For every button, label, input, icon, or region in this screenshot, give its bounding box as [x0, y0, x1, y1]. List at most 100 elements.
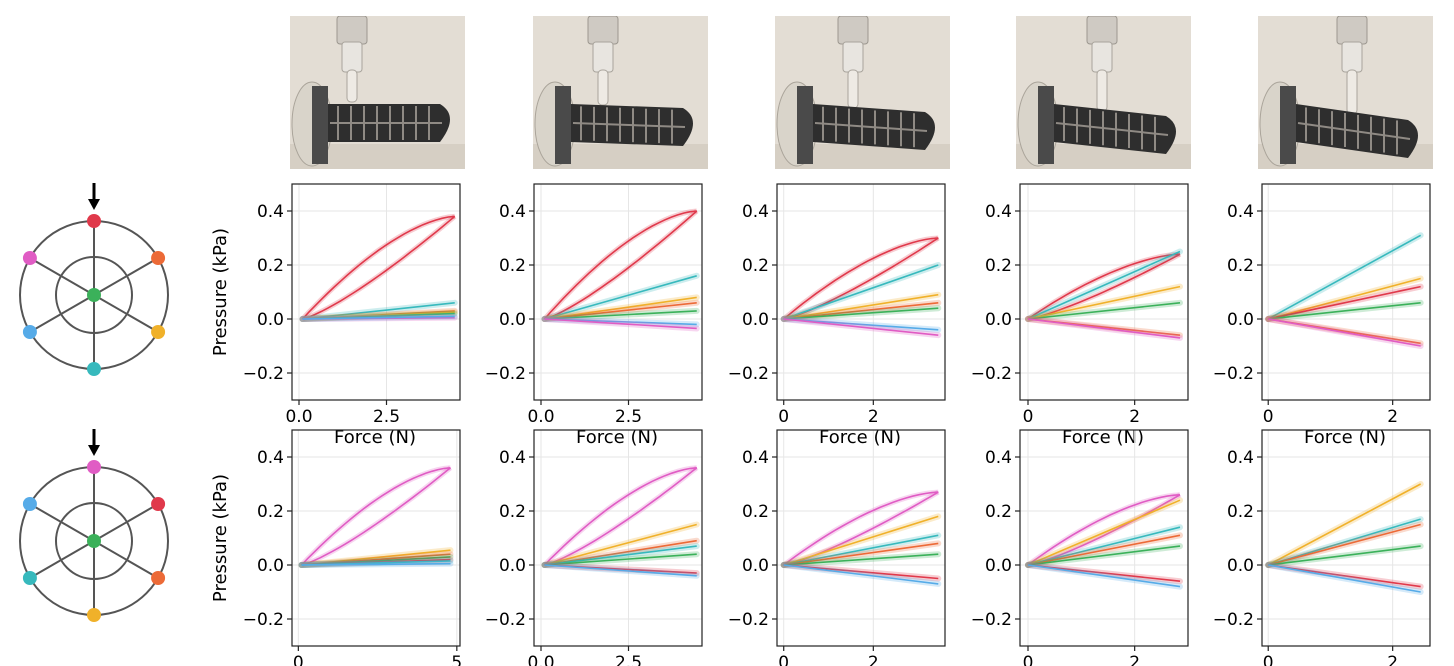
series-line — [1027, 318, 1181, 339]
x-axis-label: Force (N) — [819, 427, 901, 448]
lattice-finger — [571, 104, 693, 146]
y-axis-label: Pressure (kPa) — [210, 228, 231, 356]
x-tick-label: 0.0 — [527, 653, 554, 666]
y-tick-label: −0.2 — [485, 610, 526, 630]
x-tick-label: 0 — [1023, 653, 1034, 666]
series-line — [1268, 564, 1421, 588]
y-tick-label: −0.2 — [728, 364, 769, 384]
series-yellow — [1025, 497, 1183, 568]
series-line — [544, 310, 697, 320]
y-tick-label: 0.4 — [1227, 202, 1254, 222]
series-blue — [298, 560, 454, 568]
series-line — [783, 515, 939, 566]
series-teal — [541, 543, 700, 568]
y-tick-label: 0.0 — [985, 310, 1012, 330]
y-tick-label: 0.2 — [1227, 502, 1254, 522]
series-line — [544, 275, 697, 320]
plot-frame — [1261, 429, 1431, 647]
chart-r1-c5: 0 2 −0.2 0.0 0.2 0.4 Force (N) — [1213, 183, 1431, 448]
sensor-dot-pink — [22, 251, 37, 265]
series-line — [300, 467, 451, 566]
x-tick-label: 2 — [868, 653, 879, 666]
y-tick-label: −0.2 — [728, 610, 769, 630]
finger-mount — [312, 86, 328, 164]
series-line — [544, 564, 697, 577]
finger-spine — [814, 122, 928, 132]
series-line — [1268, 318, 1421, 347]
lattice-finger — [813, 104, 935, 150]
series-pink — [542, 465, 699, 568]
sensor-dot-orange — [151, 251, 166, 265]
series-line — [544, 467, 698, 566]
spoke — [29, 257, 95, 296]
x-tick-label: 0 — [778, 407, 789, 427]
chart-r2-c1: 0 5 −0.2 0.0 0.2 0.4 Force (N) Pressure (kPa) — [210, 429, 462, 666]
series-line — [783, 293, 939, 320]
robot-press-photo-icon — [1258, 16, 1433, 169]
series-orange — [780, 299, 942, 322]
y-tick-label: 0.4 — [985, 202, 1012, 222]
plot-frame — [533, 429, 703, 647]
series-yellow — [1265, 481, 1424, 568]
robot-press-photo-5 — [1258, 16, 1433, 169]
plot-frame — [1019, 183, 1189, 401]
chart-r1-c3: 0 2 −0.2 0.0 0.2 0.4 Force (N) — [728, 183, 946, 448]
series-line — [783, 264, 939, 320]
series-line — [1268, 277, 1421, 320]
finger-mount — [555, 86, 571, 164]
sensor-dot-teal — [22, 571, 37, 585]
sensor-dot-orange — [151, 571, 166, 585]
chart-r2-c3: 0 2 −0.2 0.0 0.2 0.4 Force (N) — [728, 429, 946, 666]
series-line — [1027, 285, 1181, 320]
spoke — [93, 257, 159, 296]
series-line — [1027, 564, 1181, 588]
sensor-dot-red — [151, 497, 166, 511]
series-green — [1265, 543, 1424, 568]
y-tick-label: 0.4 — [499, 448, 526, 468]
sensor-dot-teal — [87, 362, 101, 376]
series-green — [780, 305, 942, 322]
y-tick-label: 0.0 — [1227, 310, 1254, 330]
series-blue — [780, 316, 942, 333]
series-line — [783, 564, 939, 585]
sensor-dot-yellow — [87, 608, 101, 622]
x-tick-label: 2.5 — [615, 407, 642, 427]
finger-spine — [572, 122, 686, 128]
x-tick-label: 0.0 — [527, 407, 554, 427]
series-line — [1267, 518, 1421, 566]
series-pink — [1025, 316, 1183, 341]
series-line — [1027, 499, 1181, 566]
chart-r2-c2: 0.0 2.5 −0.2 0.0 0.2 0.4 Force (N) — [485, 429, 703, 666]
series-green — [1025, 543, 1183, 568]
chart-r2-c4: 0 2 −0.2 0.0 0.2 0.4 Force (N) — [971, 429, 1189, 666]
series-line — [1267, 483, 1422, 566]
x-tick-label: 0 — [1263, 653, 1274, 666]
series-green — [1265, 299, 1424, 322]
robot-press-photo-3 — [775, 16, 950, 169]
series-teal — [1265, 516, 1424, 568]
series-teal — [1025, 248, 1183, 322]
series-line — [544, 523, 697, 566]
series-pink — [299, 465, 453, 568]
series-red — [542, 208, 699, 322]
series-pink — [780, 316, 942, 339]
series-red — [300, 213, 457, 322]
series-blue — [299, 313, 458, 322]
series-line — [783, 307, 939, 320]
x-tick-label: 2 — [868, 407, 879, 427]
sensor-layout-diagram-icon — [19, 183, 169, 376]
series-red — [780, 562, 942, 582]
series-line — [543, 210, 697, 320]
spoke — [93, 540, 159, 579]
series-line — [301, 467, 452, 566]
series-line — [1027, 253, 1181, 320]
y-tick-label: 0.2 — [985, 502, 1012, 522]
series-yellow — [541, 521, 700, 568]
y-tick-label: 0.0 — [257, 556, 284, 576]
series-line — [544, 539, 697, 566]
chart-r1-c4: 0 2 −0.2 0.0 0.2 0.4 Force (N) — [971, 183, 1189, 448]
spoke — [93, 503, 159, 542]
series-line — [783, 237, 939, 320]
series-teal — [1265, 232, 1424, 322]
series-line — [302, 315, 455, 320]
